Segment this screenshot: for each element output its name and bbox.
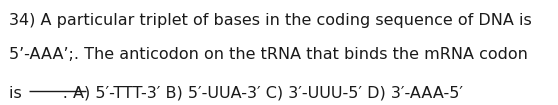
Text: 34) A particular triplet of bases in the coding sequence of DNA is: 34) A particular triplet of bases in the… <box>9 13 532 28</box>
Text: is        . A) 5′-TTT-3′ B) 5′-UUA-3′ C) 3′-UUU-5′ D) 3′-AAA-5′: is . A) 5′-TTT-3′ B) 5′-UUA-3′ C) 3′-UUU… <box>9 85 463 100</box>
Text: 5’-AAA’;. The anticodon on the tRNA that binds the mRNA codon: 5’-AAA’;. The anticodon on the tRNA that… <box>9 47 528 62</box>
